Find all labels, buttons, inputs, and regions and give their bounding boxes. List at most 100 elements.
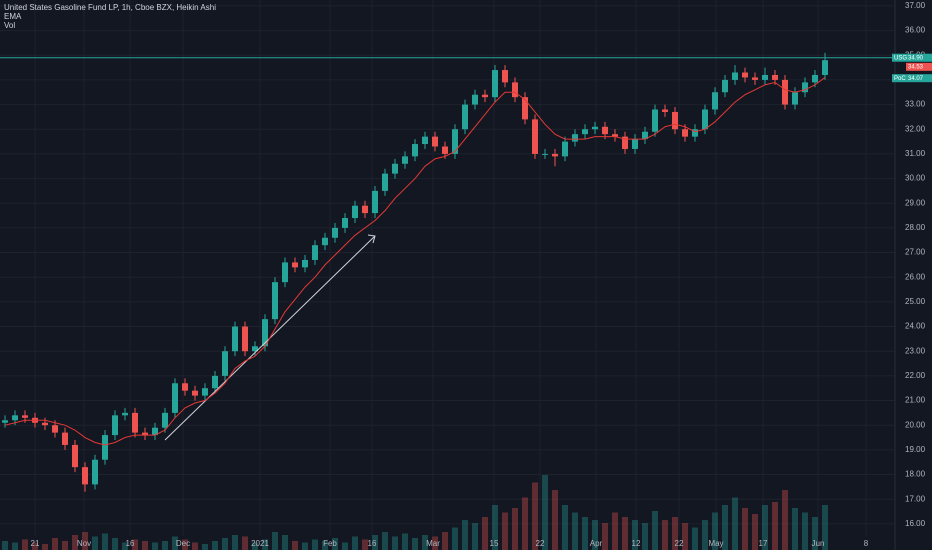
candle-body bbox=[152, 427, 158, 436]
x-tick-label: Jun bbox=[812, 539, 825, 548]
y-tick-label: 36.00 bbox=[905, 26, 926, 35]
price-tag-name: USG bbox=[894, 55, 907, 61]
volume-bar bbox=[702, 520, 708, 550]
volume-bar bbox=[2, 541, 8, 550]
candle-body bbox=[802, 82, 808, 93]
volume-bar bbox=[592, 520, 598, 550]
y-tick-label: 32.00 bbox=[905, 124, 926, 133]
volume-bar bbox=[372, 535, 378, 550]
volume-bar bbox=[272, 532, 278, 550]
axis-labels: 16.00 17.00 18.00 19.00 20.00 21.00 22.00 23.00… bbox=[31, 1, 932, 548]
volume-bar bbox=[612, 512, 618, 550]
volume-bar bbox=[62, 541, 68, 550]
volume-bar bbox=[382, 532, 388, 550]
y-tick-label: 37.00 bbox=[905, 1, 926, 10]
x-tick-label: Dec bbox=[176, 539, 190, 548]
volume-bar bbox=[102, 533, 108, 550]
volume-bar bbox=[662, 520, 668, 550]
candle-body bbox=[382, 173, 388, 191]
indicator-label: Vol bbox=[4, 21, 15, 30]
candle-body bbox=[612, 134, 618, 137]
candle-body bbox=[732, 72, 738, 80]
candle-body bbox=[402, 156, 408, 164]
volume-bar bbox=[562, 505, 568, 550]
candle-body bbox=[542, 153, 548, 155]
volume-bar bbox=[142, 541, 148, 550]
candle-body bbox=[72, 444, 78, 468]
volume-bar bbox=[312, 539, 318, 550]
price-tag bbox=[892, 53, 932, 62]
volume-bar bbox=[212, 541, 218, 550]
x-tick-label: Nov bbox=[77, 539, 91, 548]
candle-body bbox=[92, 459, 98, 485]
candle-body bbox=[352, 205, 358, 219]
candle-body bbox=[222, 351, 228, 376]
volume-bar bbox=[692, 527, 698, 550]
volume-bar bbox=[362, 539, 368, 550]
volume-bar bbox=[152, 542, 158, 550]
candle-body bbox=[672, 111, 678, 130]
y-tick-label: 21.00 bbox=[905, 396, 926, 405]
volume-bar bbox=[442, 532, 448, 550]
y-tick-label: 19.00 bbox=[905, 445, 926, 454]
volume-bar bbox=[502, 512, 508, 550]
y-tick-label: 27.00 bbox=[905, 248, 926, 257]
volume-bar bbox=[132, 539, 138, 550]
volume-bar bbox=[652, 511, 658, 550]
volume-bar bbox=[432, 536, 438, 550]
candle-body bbox=[292, 262, 298, 268]
candle-body bbox=[212, 375, 218, 389]
overlay bbox=[0, 57, 895, 446]
y-tick-label: 30.00 bbox=[905, 174, 926, 183]
volume-bar bbox=[322, 541, 328, 550]
y-tick-label: 33.00 bbox=[905, 100, 926, 109]
volume-bar bbox=[202, 544, 208, 550]
candle-body bbox=[652, 109, 658, 132]
x-tick-label: 15 bbox=[490, 539, 499, 548]
candle-body bbox=[722, 79, 728, 93]
candle-body bbox=[442, 146, 448, 154]
volume-bar bbox=[732, 497, 738, 550]
volume-bar bbox=[482, 517, 488, 550]
candle-body bbox=[532, 119, 538, 154]
volume-bar bbox=[742, 508, 748, 550]
candle-body bbox=[412, 144, 418, 157]
y-tick-label: 25.00 bbox=[905, 297, 926, 306]
volume-bar bbox=[792, 508, 798, 550]
candle-body bbox=[132, 412, 138, 433]
x-tick-label: 16 bbox=[368, 539, 377, 548]
volume-bar bbox=[622, 517, 628, 550]
volume-bar bbox=[392, 536, 398, 550]
volume-bar bbox=[332, 538, 338, 550]
volume-bar bbox=[182, 539, 188, 550]
candle-body bbox=[512, 82, 518, 98]
volume-bar bbox=[32, 542, 38, 550]
y-tick-label: 31.00 bbox=[905, 149, 926, 158]
price-tag bbox=[892, 74, 932, 83]
candle-body bbox=[182, 383, 188, 391]
y-tick-label: 18.00 bbox=[905, 470, 926, 479]
volume-bar bbox=[752, 514, 758, 550]
volume-bar bbox=[822, 505, 828, 550]
volume-bar bbox=[812, 517, 818, 550]
candle-body bbox=[452, 129, 458, 154]
candle-body bbox=[692, 129, 698, 137]
candle-body bbox=[252, 346, 258, 352]
volume-bar bbox=[602, 523, 608, 550]
trend-arrow bbox=[367, 234, 376, 244]
volume-bar bbox=[422, 535, 428, 550]
grid bbox=[0, 0, 895, 536]
volume-bar bbox=[712, 512, 718, 550]
volume-bar bbox=[682, 523, 688, 550]
x-tick-label: 22 bbox=[536, 539, 545, 548]
candle-body bbox=[422, 136, 428, 145]
candle-body bbox=[702, 109, 708, 130]
price-tag-label: 34.90 bbox=[908, 55, 924, 61]
candle-body bbox=[232, 326, 238, 352]
candle-body bbox=[122, 412, 128, 416]
y-tick-label: 17.00 bbox=[905, 494, 926, 503]
price-tag-name: PoC bbox=[894, 76, 906, 82]
volume-bar bbox=[22, 539, 28, 550]
volume-bar bbox=[252, 542, 258, 550]
volume-bar bbox=[222, 538, 228, 550]
